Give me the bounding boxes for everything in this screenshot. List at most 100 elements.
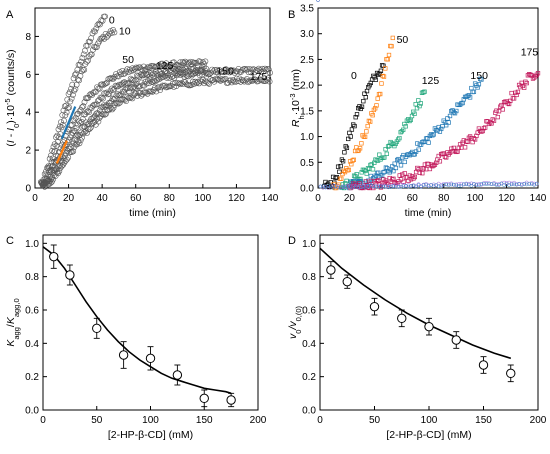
x-tick-label: 60 — [407, 193, 419, 204]
panel-c-x-axis-title: [2-HP-β-CD] (mM) — [108, 429, 193, 441]
panel-a-point — [176, 70, 183, 77]
y-tick-label: 0 — [25, 184, 31, 195]
data-point — [49, 251, 59, 262]
y-tick-label: 2.0 — [300, 81, 314, 92]
x-tick-label: 200 — [250, 415, 267, 426]
panel-a-point — [79, 54, 86, 61]
panel-d: D v0/v0,(0) [2-HP-β-CD] (mM) 0 50 100 150 20… — [287, 234, 547, 441]
panel-b-point — [361, 185, 366, 190]
y-tick-label: 0.0 — [25, 406, 39, 417]
panel-a-point — [189, 59, 196, 66]
y-tick-label: 0.2 — [302, 372, 316, 383]
curve-label: 10 — [119, 26, 131, 38]
x-tick-label: 40 — [375, 193, 387, 204]
panel-b-point — [529, 182, 534, 187]
axis-title-part: agg,0 — [12, 298, 21, 317]
panel-b-point — [394, 184, 398, 189]
panel-c: C Kagg/Kagg,0 [2-HP-β-CD] (mM) 0 50 100 150… — [5, 234, 267, 441]
x-tick-label: 0 — [315, 193, 321, 204]
panel-b-point — [395, 157, 400, 163]
panel-b-point — [364, 88, 370, 94]
panel-a-point — [168, 74, 175, 80]
panel-b-point — [508, 98, 513, 104]
panel-a-point — [218, 76, 225, 82]
panel-b-point — [351, 184, 356, 188]
y-tick-label: 0.6 — [302, 306, 316, 317]
panel-b-point — [523, 79, 528, 84]
panel-b-point — [371, 176, 376, 181]
panel-b-point — [444, 155, 449, 160]
axis-title-part: -5 — [3, 98, 12, 105]
panel-a-point — [104, 79, 111, 86]
panel-b-point — [372, 160, 377, 165]
panel-b-point — [368, 173, 373, 179]
panel-b-point — [494, 183, 499, 187]
panel-a-point — [129, 85, 136, 92]
panel-a-point — [93, 25, 100, 32]
panel-a-point — [126, 95, 133, 101]
data-point — [424, 321, 434, 332]
panel-b-point — [446, 183, 451, 188]
panel-a-point — [102, 13, 108, 20]
panel-a-point — [80, 103, 87, 110]
panel-a-point — [152, 84, 158, 91]
panel-a-point — [102, 90, 109, 97]
panel-b-point — [519, 182, 524, 186]
panel-b-point — [408, 177, 414, 182]
panel-a-point — [102, 103, 108, 110]
panel-a-point — [109, 106, 116, 113]
panel-b-point — [351, 157, 356, 162]
panel-b-point — [464, 139, 469, 144]
panel-b-point — [374, 103, 379, 108]
panel-b-point — [490, 117, 495, 122]
panel-b-point — [379, 173, 385, 178]
panel-b-point — [409, 113, 415, 119]
panel-a-point — [67, 98, 74, 105]
panel-b-point — [380, 73, 385, 79]
panel-a-point — [240, 77, 246, 84]
panel-a-point — [66, 137, 72, 143]
panel-b-point — [402, 171, 407, 176]
panel-b-point — [353, 115, 358, 120]
panel-b-point — [461, 182, 466, 187]
panel-b-point — [524, 182, 529, 187]
curve-label: 0 — [351, 70, 357, 82]
panel-b-point — [366, 183, 371, 188]
panel-b-point — [475, 85, 480, 90]
panel-b-point — [439, 126, 444, 132]
panel-b-point — [532, 75, 537, 80]
panel-b-point — [534, 181, 539, 186]
panel-b-point — [474, 133, 479, 139]
panel-b-point — [469, 183, 474, 188]
data-point — [172, 370, 183, 380]
panel-a-point — [73, 132, 79, 139]
panel-b-point — [385, 57, 390, 62]
panel-b-point — [417, 103, 422, 109]
curve-label: 50 — [122, 54, 134, 66]
panel-b-point — [375, 96, 380, 101]
panel-b-point — [364, 129, 369, 134]
y-tick-label: 0.5 — [300, 158, 314, 169]
panel-a-point — [157, 87, 163, 93]
data-point — [92, 323, 102, 334]
y-tick-label: 0.4 — [302, 339, 316, 350]
panel-a-point — [80, 51, 87, 58]
panel-b-point — [417, 170, 422, 175]
panel-a-point — [112, 95, 119, 102]
panel-b-point — [391, 168, 396, 174]
panel-b-point — [533, 74, 538, 79]
panel-a-point — [262, 65, 268, 72]
panel-a-point — [108, 105, 114, 111]
panel-a-point — [184, 81, 191, 88]
panel-b-point — [397, 173, 402, 178]
panel-a-point — [70, 148, 77, 155]
data-point — [145, 353, 156, 364]
data-point — [478, 360, 489, 370]
panel-a-point — [202, 58, 209, 65]
panel-b-point — [530, 76, 536, 81]
panel-b-point — [353, 183, 358, 188]
panel-b-point — [462, 145, 468, 150]
panel-b-point — [351, 185, 356, 190]
panel-b-point — [416, 147, 421, 152]
